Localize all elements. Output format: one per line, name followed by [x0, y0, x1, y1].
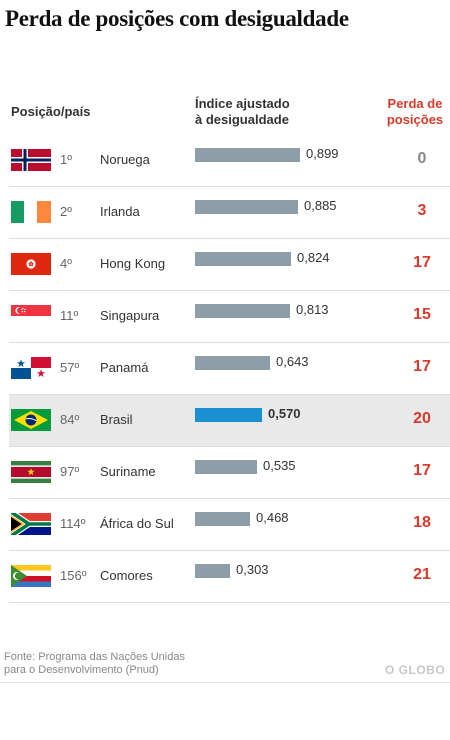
row-divider — [9, 602, 450, 603]
row-divider — [9, 446, 450, 447]
source-line2: para o Desenvolvimento (Pnud) — [4, 664, 159, 676]
bar — [195, 148, 300, 162]
header-loss-line2: posições — [386, 112, 444, 127]
header-index-line1: Índice ajustado — [195, 96, 290, 111]
header-loss-line1: Perda de — [387, 96, 443, 111]
bar — [195, 512, 250, 526]
rank-label: 84º — [60, 412, 80, 427]
table-row: 1º Noruega 0,899 0 — [9, 135, 450, 187]
value-label: 0,535 — [263, 458, 296, 473]
value-label: 0,468 — [256, 510, 289, 525]
row-divider — [9, 550, 450, 551]
header-index: Índice ajustado à desigualdade — [195, 96, 290, 128]
footer-divider — [0, 682, 450, 683]
bar — [195, 356, 270, 370]
loss-value: 18 — [413, 514, 431, 531]
ireland-flag — [11, 201, 51, 223]
table-row: 114º África do Sul 0,468 18 — [9, 499, 450, 551]
table-row: 2º Irlanda 0,885 3 — [9, 187, 450, 239]
suriname-flag — [11, 461, 51, 483]
header-index-line2: à desigualdade — [195, 112, 289, 127]
value-label: 0,813 — [296, 302, 329, 317]
country-label: Suriname — [100, 464, 156, 479]
rank-label: 1º — [60, 152, 72, 167]
comoros-flag — [11, 565, 51, 587]
country-label: Hong Kong — [100, 256, 166, 271]
south-africa-flag — [11, 513, 51, 535]
value-label: 0,303 — [236, 562, 269, 577]
row-divider — [9, 498, 450, 499]
o-globo-logo: O GLOBO — [385, 663, 446, 677]
loss-value: 17 — [413, 462, 431, 479]
bar — [195, 304, 290, 318]
brazil-flag — [11, 409, 51, 431]
source-note: Fonte: Programa das Nações Unidas para o… — [4, 651, 185, 677]
country-label: África do Sul — [100, 516, 174, 531]
table-row: 84º Brasil 0,570 20 — [9, 395, 450, 447]
panama-flag — [11, 357, 51, 379]
value-label: 0,824 — [297, 250, 330, 265]
header-loss: Perda de posições — [385, 96, 445, 128]
source-line1: Fonte: Programa das Nações Unidas — [4, 651, 185, 663]
loss-value: 20 — [413, 410, 431, 427]
header-position-country: Posição/país — [11, 104, 91, 119]
singapore-flag — [11, 305, 51, 327]
loss-value: 17 — [413, 358, 431, 375]
value-label: 0,899 — [306, 146, 339, 161]
row-divider — [9, 290, 450, 291]
bar — [195, 408, 262, 422]
rank-label: 97º — [60, 464, 80, 479]
bar — [195, 252, 291, 266]
table-row: 11º Singapura 0,813 15 — [9, 291, 450, 343]
loss-value: 0 — [417, 150, 427, 167]
rank-label: 2º — [60, 204, 72, 219]
loss-value: 15 — [413, 306, 431, 323]
rank-label: 114º — [60, 516, 86, 531]
country-label: Panamá — [100, 360, 149, 375]
table-row: 97º Suriname 0,535 17 — [9, 447, 450, 499]
table-row: 156º Comores 0,303 21 — [9, 551, 450, 603]
bar — [195, 200, 298, 214]
row-divider — [9, 238, 450, 239]
row-divider — [9, 342, 450, 343]
table-row: 4º Hong Kong 0,824 17 — [9, 239, 450, 291]
country-label: Noruega — [100, 152, 150, 167]
rank-label: 4º — [60, 256, 72, 271]
value-label: 0,643 — [276, 354, 309, 369]
table-row: 57º Panamá 0,643 17 — [9, 343, 450, 395]
row-divider — [9, 186, 450, 187]
loss-value: 21 — [413, 566, 431, 583]
country-label: Singapura — [100, 308, 160, 323]
rank-label: 11º — [60, 308, 79, 323]
loss-value: 3 — [417, 202, 427, 219]
page-title: Perda de posições com desigualdade — [5, 6, 349, 31]
value-label: 0,570 — [268, 406, 301, 421]
bar — [195, 564, 230, 578]
country-label: Comores — [100, 568, 153, 583]
rank-label: 156º — [60, 568, 87, 583]
norway-flag — [11, 149, 51, 171]
country-label: Irlanda — [100, 204, 140, 219]
loss-value: 17 — [413, 254, 431, 271]
hong-kong-flag — [11, 253, 51, 275]
rank-label: 57º — [60, 360, 80, 375]
value-label: 0,885 — [304, 198, 337, 213]
bar — [195, 460, 257, 474]
country-label: Brasil — [100, 412, 133, 427]
row-divider — [9, 394, 450, 395]
